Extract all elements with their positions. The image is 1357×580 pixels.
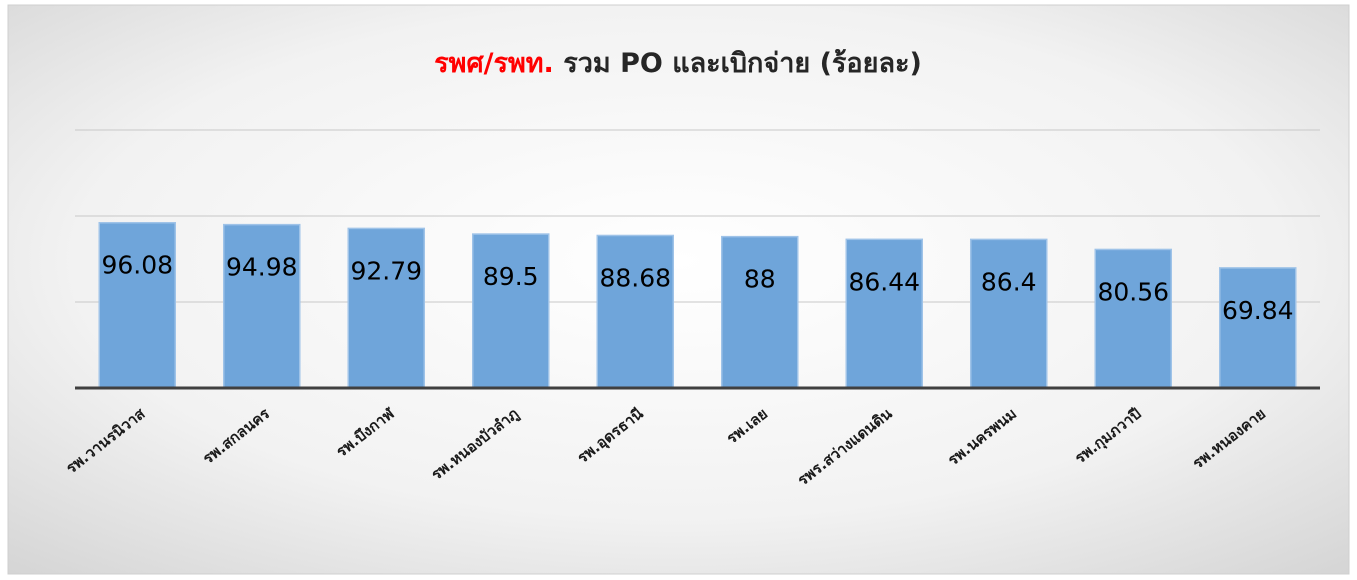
data-label: 86.4	[981, 267, 1037, 296]
data-label: 88.68	[599, 263, 671, 292]
bar	[970, 238, 1048, 389]
data-label: 89.5	[483, 262, 539, 291]
data-label: 92.79	[350, 256, 422, 285]
bar	[98, 221, 176, 389]
data-label: 94.98	[226, 253, 298, 282]
title-prefix: รพศ/รพท.	[434, 48, 554, 79]
data-label: 96.08	[101, 251, 173, 280]
bar	[347, 227, 425, 389]
data-label: 86.44	[848, 267, 920, 296]
bar	[1094, 248, 1172, 389]
data-label: 69.84	[1222, 296, 1294, 325]
data-label: 80.56	[1097, 277, 1169, 306]
bar	[1219, 267, 1297, 389]
bar	[721, 235, 799, 389]
bar	[596, 234, 674, 389]
data-label: 88	[744, 265, 776, 294]
bar	[223, 223, 301, 389]
title-text: รวม PO และเบิกจ่าย (ร้อยละ)	[563, 48, 922, 79]
bar	[472, 233, 550, 389]
chart-title: รพศ/รพท. รวม PO และเบิกจ่าย (ร้อยละ)	[434, 48, 922, 79]
bar	[845, 238, 923, 389]
